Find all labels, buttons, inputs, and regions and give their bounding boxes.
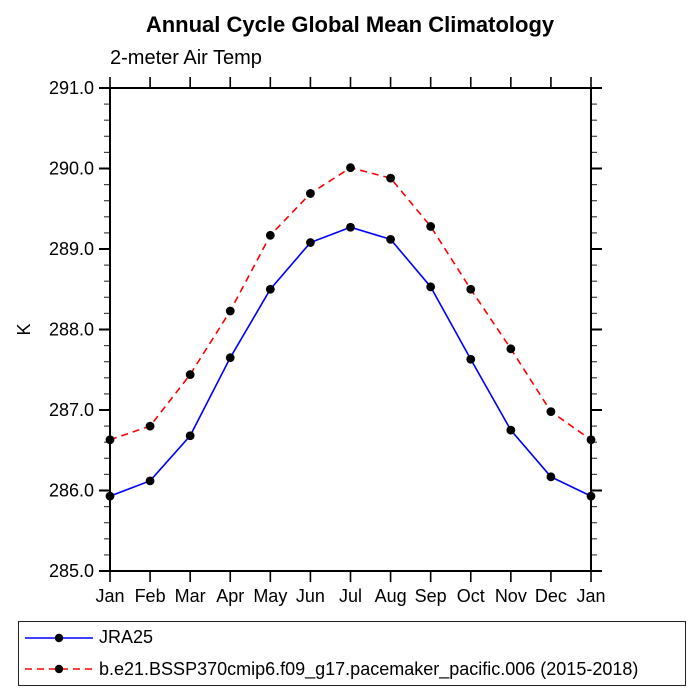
y-axis-tick-label: 290.0	[49, 159, 94, 179]
legend-label-pacemaker: b.e21.BSSP370cmip6.f09_g17.pacemaker_pac…	[99, 658, 639, 679]
month-tick-label: Nov	[495, 586, 527, 606]
legend-item-pacemaker: b.e21.BSSP370cmip6.f09_g17.pacemaker_pac…	[23, 656, 685, 682]
data-point-marker	[145, 421, 155, 431]
chart-title: Annual Cycle Global Mean Climatology	[145, 12, 555, 37]
legend-line-sample-jra25	[25, 633, 93, 642]
legend-line-sample-pacemaker	[25, 665, 93, 674]
legend-item-jra25: JRA25	[23, 625, 685, 651]
legend-sample-marker	[54, 665, 64, 674]
y-axis-tick-label: 285.0	[49, 561, 94, 581]
plot-frame	[109, 87, 592, 572]
legend: JRA25 b.e21.BSSP370cmip6.f09_g17.pacemak…	[18, 621, 686, 686]
data-point-marker	[185, 431, 195, 441]
chart-subtitle: 2-meter Air Temp	[110, 47, 262, 69]
data-point-marker	[225, 306, 235, 316]
data-point-marker	[586, 491, 596, 501]
series-line-1	[109, 166, 592, 441]
month-tick-label: Jan	[95, 586, 124, 606]
data-point-marker	[506, 425, 516, 435]
data-point-marker	[426, 222, 436, 231]
data-point-marker	[386, 173, 395, 183]
y-axis-tick-label: 288.0	[49, 320, 94, 340]
data-point-marker	[306, 238, 315, 247]
month-tick-label: Jan	[576, 586, 605, 606]
month-tick-label: Dec	[535, 586, 567, 606]
y-axis-tick-label: 287.0	[49, 400, 94, 420]
data-point-marker	[466, 354, 476, 364]
month-tick-label: Sep	[415, 586, 447, 606]
data-point-marker	[586, 435, 596, 445]
month-tick-label: May	[253, 586, 287, 606]
data-point-marker	[506, 344, 516, 354]
month-tick-label: Mar	[175, 586, 206, 606]
month-tick-label: Jul	[339, 586, 362, 606]
month-tick-label: Jun	[296, 586, 325, 606]
data-point-marker	[145, 476, 155, 486]
month-tick-label: Oct	[457, 586, 485, 606]
y-axis-tick-label: 286.0	[49, 481, 94, 501]
data-point-marker	[225, 353, 235, 363]
data-point-marker	[346, 222, 355, 232]
month-tick-label: Feb	[135, 586, 166, 606]
legend-sample-marker	[54, 633, 64, 642]
y-axis-title: K	[14, 323, 34, 335]
data-point-marker	[105, 491, 115, 501]
data-point-marker	[546, 407, 556, 417]
y-axis-tick-label: 289.0	[49, 239, 94, 259]
data-point-marker	[346, 163, 355, 173]
data-point-marker	[466, 284, 476, 294]
data-point-marker	[185, 370, 195, 379]
data-point-marker	[306, 189, 315, 198]
data-point-marker	[386, 234, 395, 244]
month-tick-label: Apr	[216, 586, 244, 606]
month-tick-label: Aug	[375, 586, 407, 606]
data-point-marker	[265, 284, 275, 294]
data-point-marker	[105, 435, 115, 445]
y-axis-tick-label: 291.0	[49, 78, 94, 98]
legend-label-jra25: JRA25	[99, 627, 154, 648]
data-point-marker	[265, 230, 275, 240]
data-point-marker	[546, 472, 556, 482]
data-point-marker	[426, 282, 436, 292]
